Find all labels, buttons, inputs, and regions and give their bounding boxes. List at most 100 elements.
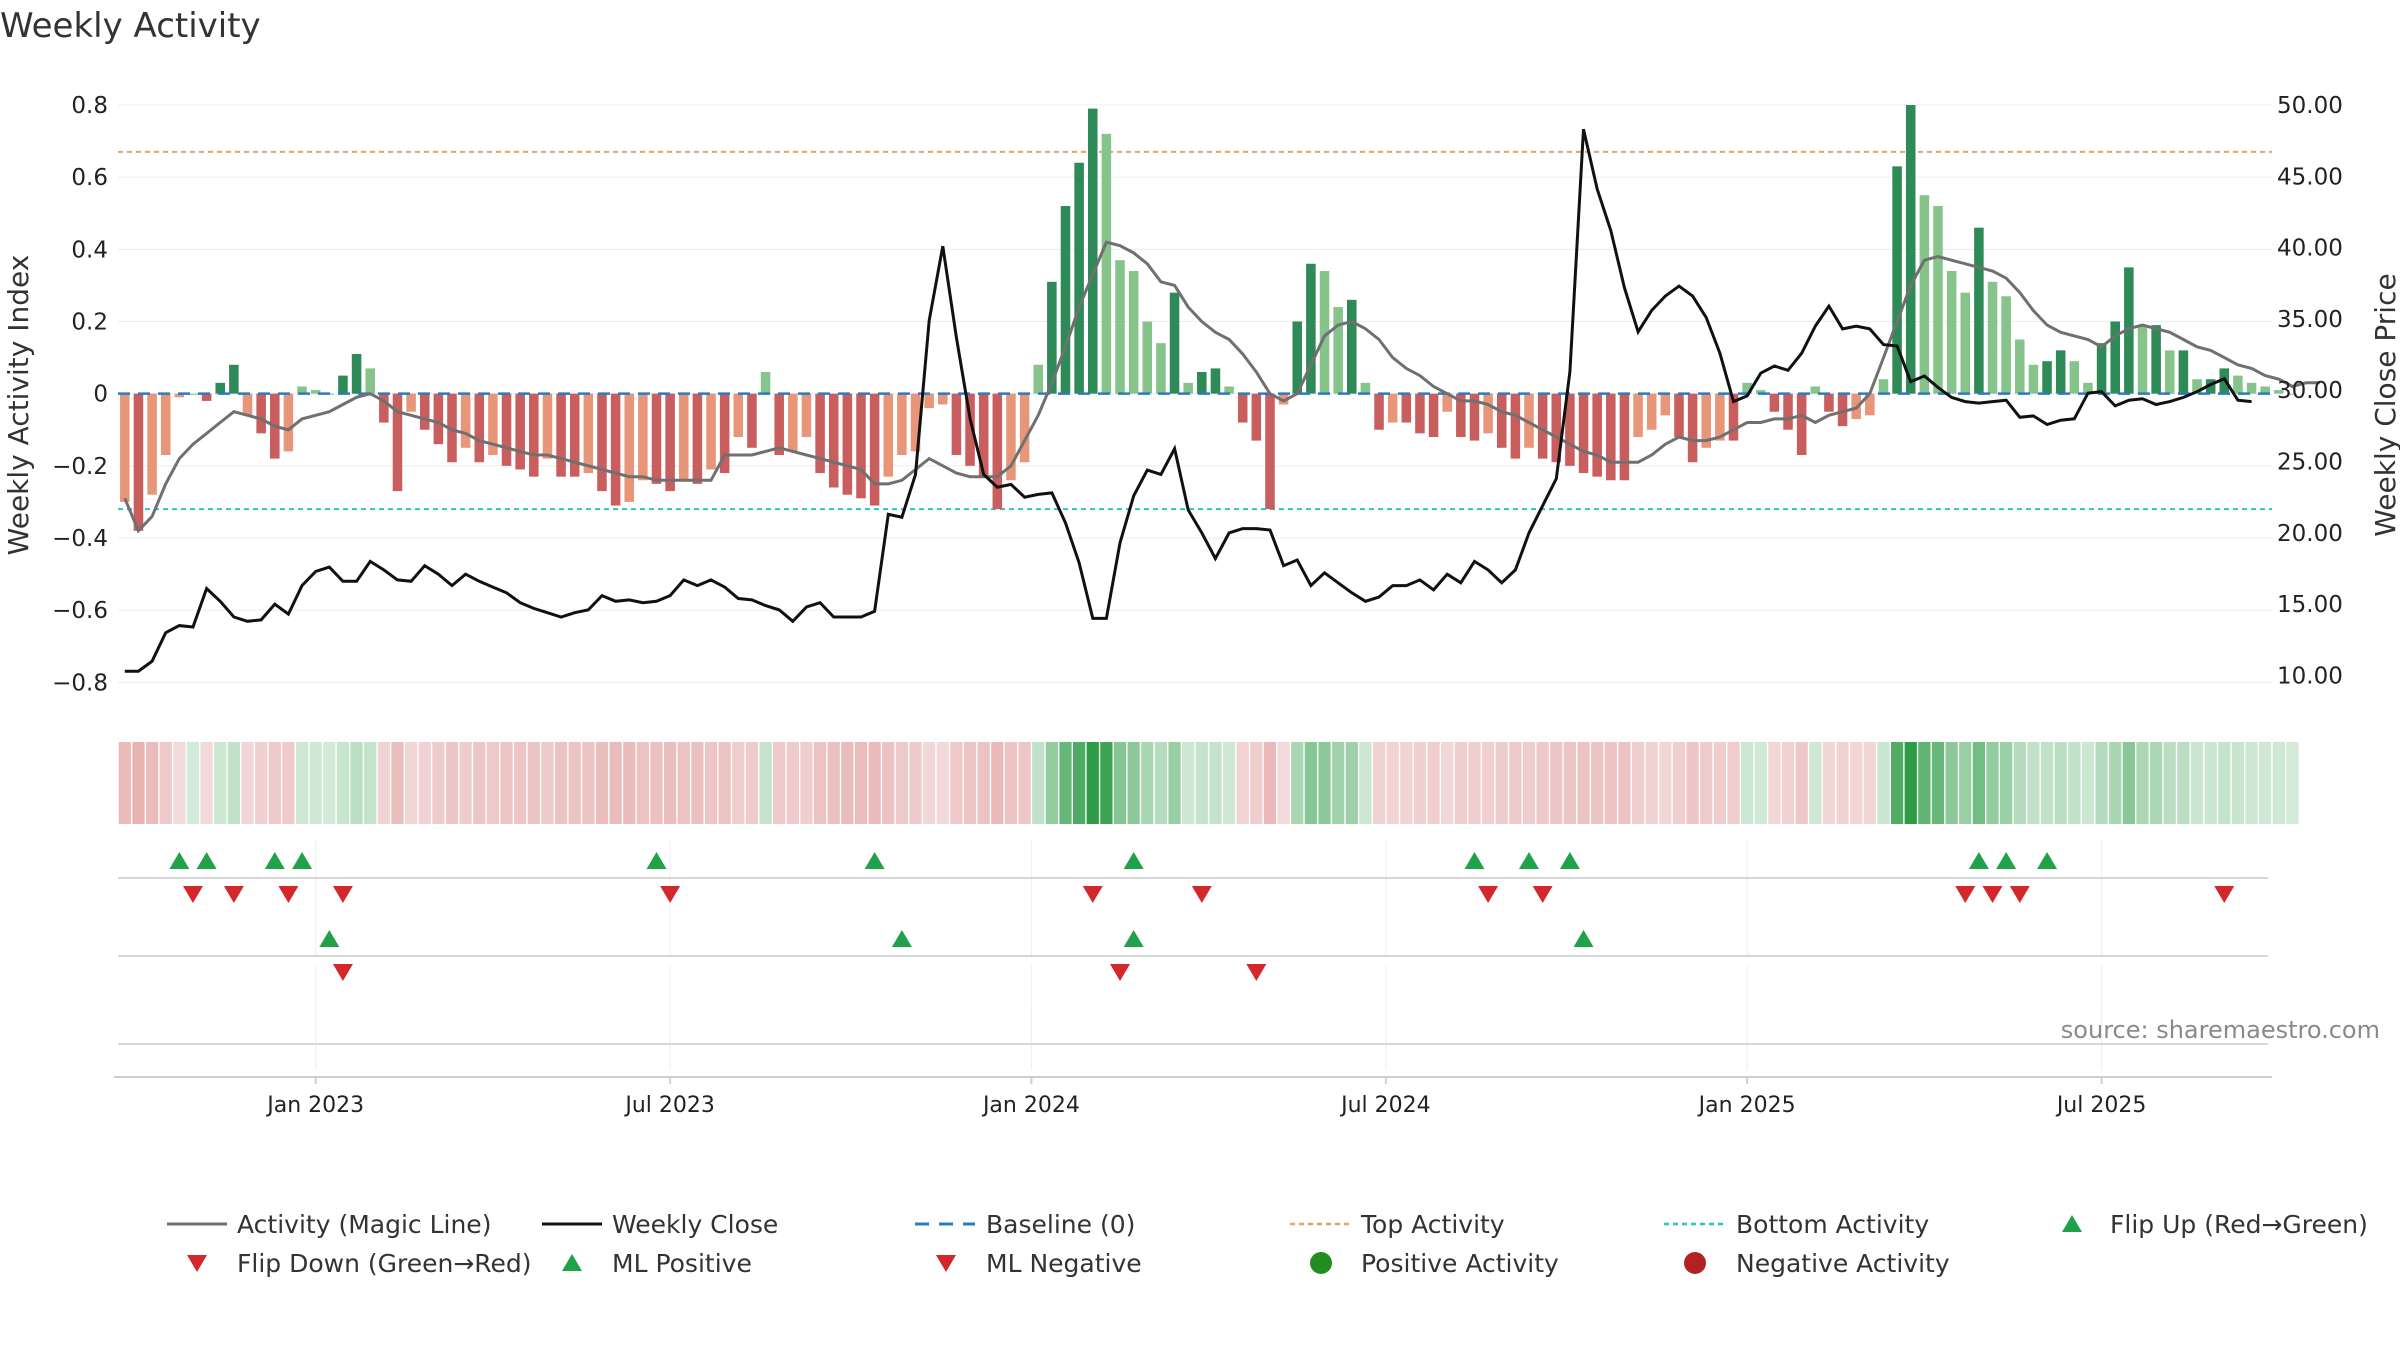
strength-cell [704, 742, 718, 824]
flip-up-marker [196, 852, 217, 869]
x-tick-label: Jan 2023 [265, 1093, 364, 1118]
strength-cell [541, 742, 554, 824]
activity-bar [788, 393, 798, 452]
flip-up-marker [864, 852, 885, 869]
activity-bar [1387, 393, 1398, 423]
strength-cell [1318, 742, 1331, 824]
activity-bar [1442, 393, 1452, 412]
strength-cell [1618, 742, 1631, 824]
activity-bar [2015, 339, 2025, 394]
activity-bar [1592, 393, 1602, 477]
strength-cell [1059, 742, 1072, 824]
strength-cell [1141, 742, 1154, 824]
strength-cell [1195, 742, 1208, 824]
activity-bar [2124, 267, 2134, 394]
activity-bar [1142, 321, 1153, 394]
strength-cell [1236, 742, 1249, 824]
strength-cell [759, 742, 772, 824]
activity-bar [1905, 105, 1916, 394]
x-tick-label: Jul 2025 [2055, 1093, 2147, 1118]
activity-bar [1319, 270, 1330, 394]
activity-bar [1074, 162, 1084, 394]
strength-cell [963, 742, 977, 824]
activity-bar [965, 393, 975, 466]
flip-down-marker [1955, 886, 1976, 903]
activity-bar [1946, 270, 1957, 394]
activity-bar [556, 393, 566, 477]
activity-bar [610, 393, 621, 506]
strength-cell [1863, 742, 1876, 824]
strength-cell [813, 742, 827, 824]
strength-cell [1591, 742, 1604, 824]
legend-negative-activity-label: Negative Activity [1736, 1249, 1950, 1278]
legend-weekly-close-label: Weekly Close [612, 1210, 778, 1239]
activity-bar [1183, 382, 1193, 394]
strength-cell [1332, 742, 1345, 824]
activity-bar [1565, 393, 1575, 466]
strength-cell [186, 742, 200, 824]
right-tick-label: 15.00 [2277, 592, 2343, 618]
ml-negative-marker [1110, 964, 1131, 981]
activity-bar [2178, 350, 2189, 394]
activity-bar [338, 375, 348, 394]
strength-cell [1945, 742, 1958, 824]
strength-cell [2204, 742, 2217, 824]
strength-cell [364, 742, 377, 824]
x-tick-label: Jul 2024 [1339, 1093, 1431, 1118]
activity-bar [2164, 350, 2175, 394]
strength-cell [2040, 742, 2054, 824]
strength-cell [1536, 742, 1549, 824]
activity-bar [1537, 393, 1548, 459]
activity-bar [283, 393, 294, 452]
strength-cell [1795, 742, 1808, 824]
strength-cell [623, 742, 636, 824]
activity-bar [201, 393, 212, 401]
activity-bar [1006, 393, 1016, 481]
strength-cell [2149, 742, 2163, 824]
strength-cell [350, 742, 363, 824]
flip-down-marker [223, 886, 244, 903]
strength-cell [214, 742, 227, 824]
activity-bar [242, 393, 253, 416]
activity-bar [978, 393, 989, 477]
strength-cell [2027, 742, 2040, 824]
activity-bar [1987, 281, 1998, 394]
activity-bar [1919, 195, 1930, 394]
legend-positive-activity-label: Positive Activity [1361, 1249, 1559, 1278]
activity-bar [515, 393, 525, 470]
strength-cell [2000, 742, 2013, 824]
strength-cell [1754, 742, 1767, 824]
strength-cell [841, 742, 854, 824]
strength-cell [1277, 742, 1290, 824]
strength-cell [1781, 742, 1795, 824]
strength-cell [309, 742, 322, 824]
activity-bar [801, 393, 812, 437]
strength-cell [1631, 742, 1645, 824]
strength-cell [1413, 742, 1427, 824]
activity-bar [1674, 393, 1684, 437]
activity-bar [160, 393, 171, 456]
left-tick-label: 0.6 [71, 165, 108, 191]
legend-baseline-label: Baseline (0) [986, 1210, 1135, 1239]
activity-bar [706, 393, 716, 470]
activity-bar [2028, 364, 2039, 394]
activity-bar [1415, 393, 1425, 434]
strength-cell [2054, 742, 2067, 824]
strength-cell [118, 742, 131, 824]
activity-bar [188, 393, 198, 395]
strength-cell [650, 742, 663, 824]
weekly-close-series [124, 128, 2252, 673]
activity-bar [951, 393, 962, 456]
activity-bar [569, 393, 580, 477]
activity-bar [1796, 393, 1807, 456]
activity-bar [488, 393, 498, 456]
activity-bar [1810, 386, 1821, 394]
ml-positive-marker [319, 930, 340, 947]
activity-bar [1224, 386, 1234, 394]
activity-bar [1156, 343, 1166, 394]
left-tick-label: 0.2 [71, 310, 108, 336]
strength-cell [2272, 742, 2285, 824]
activity-bar [542, 393, 553, 459]
strength-cell [1182, 742, 1195, 824]
activity-bar [229, 364, 239, 394]
